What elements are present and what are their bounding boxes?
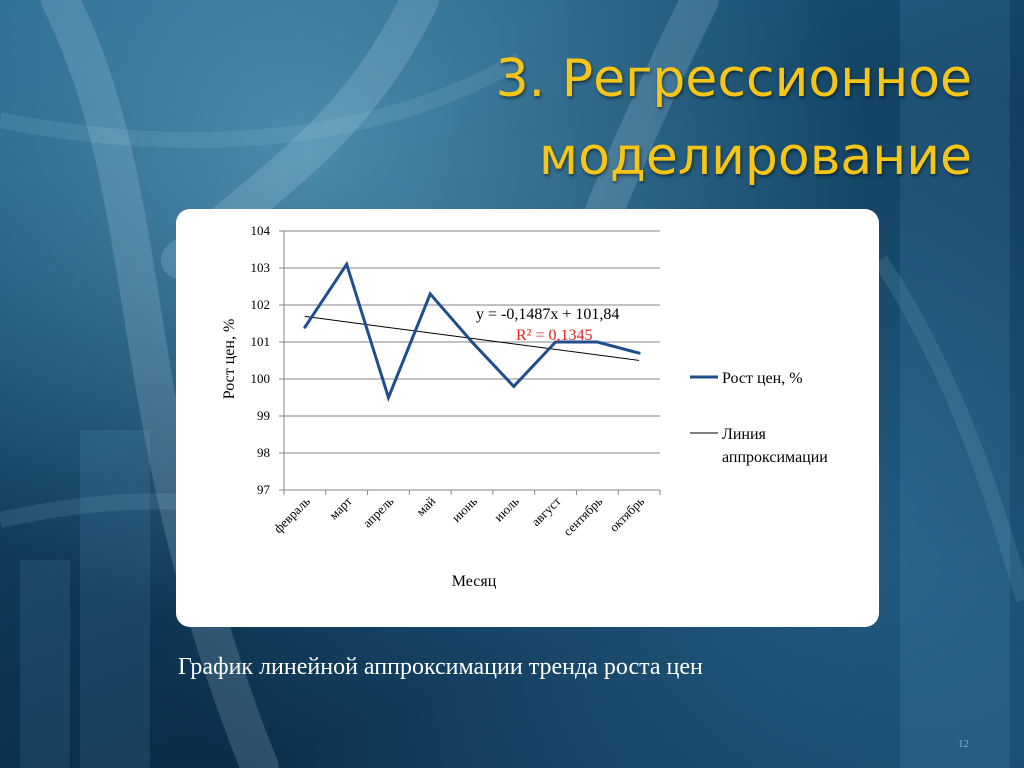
x-tick-label: сентябрь xyxy=(560,493,605,538)
data-point xyxy=(345,262,349,266)
trendline-equation: y = -0,1487x + 101,84 xyxy=(476,306,619,323)
data-point xyxy=(303,325,307,329)
data-point xyxy=(595,340,599,344)
x-axis-ticks: февраль март апрель май июнь июль августсентяб… xyxy=(270,490,661,539)
x-tick-label: июнь xyxy=(449,493,481,525)
x-tick-label: май xyxy=(413,493,438,518)
y-tick-label: 103 xyxy=(251,260,271,275)
data-point xyxy=(386,396,390,399)
slide-title: 3. Регрессионное моделирование xyxy=(272,40,972,196)
y-axis-ticks: 97 98 99 100 101 102 103 104 xyxy=(251,223,284,497)
y-axis-label: Рост цен, % xyxy=(221,319,238,400)
x-tick-label: апрель xyxy=(360,493,397,530)
data-point xyxy=(428,292,432,296)
data-point xyxy=(512,384,516,388)
series-group xyxy=(303,260,641,402)
data-point xyxy=(470,340,474,344)
legend-trend-label-line-1: Линия xyxy=(722,426,767,443)
trendline xyxy=(304,315,640,361)
x-tick-label: февраль xyxy=(270,493,313,536)
chart-panel: 97 98 99 100 101 102 103 104 февраль март апрель м… xyxy=(176,209,879,627)
y-tick-label: 101 xyxy=(251,334,271,349)
x-axis-label: Месяц xyxy=(452,573,497,590)
y-tick-label: 97 xyxy=(257,482,271,497)
x-tick-label: октябрь xyxy=(606,493,647,534)
trendline-group xyxy=(304,315,640,361)
trendline-r2: R² = 0,1345 xyxy=(516,327,593,344)
x-tick-label: март xyxy=(326,493,355,522)
legend: Рост цен, % Линия аппроксимации xyxy=(690,370,828,466)
x-tick-label: август xyxy=(528,493,564,529)
y-tick-label: 99 xyxy=(257,408,270,423)
slide-title-line-2: моделирование xyxy=(538,127,972,187)
slide-number: 12 xyxy=(958,738,969,750)
chart-axes xyxy=(283,231,660,491)
slide-title-line-1: 3. Регрессионное xyxy=(495,49,972,109)
legend-series-label: Рост цен, % xyxy=(722,370,803,387)
line-chart: 97 98 99 100 101 102 103 104 февраль март апрель м… xyxy=(221,223,828,590)
data-point xyxy=(637,351,641,355)
slide-caption: График линейной аппроксимации тренда рос… xyxy=(178,654,703,680)
x-tick-label: июль xyxy=(491,493,522,524)
legend-trend-label-line-2: аппроксимации xyxy=(722,449,828,466)
y-tick-label: 104 xyxy=(251,223,271,238)
y-tick-label: 100 xyxy=(251,371,271,386)
y-tick-label: 102 xyxy=(251,297,271,312)
y-tick-label: 98 xyxy=(257,445,270,460)
data-point xyxy=(554,340,558,344)
